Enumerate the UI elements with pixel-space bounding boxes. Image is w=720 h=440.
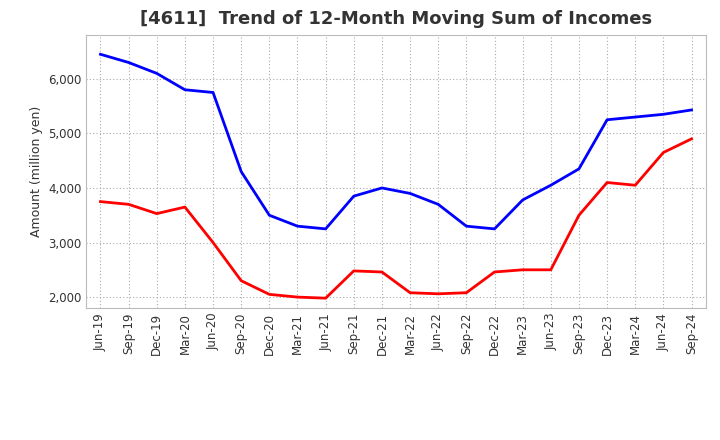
Ordinary Income	[96, 51, 105, 57]
Title: [4611]  Trend of 12-Month Moving Sum of Incomes: [4611] Trend of 12-Month Moving Sum of I…	[140, 10, 652, 28]
Net Income	[377, 269, 386, 275]
Net Income	[434, 291, 443, 297]
Net Income	[293, 294, 302, 300]
Ordinary Income	[265, 213, 274, 218]
Ordinary Income	[237, 169, 246, 174]
Net Income	[209, 240, 217, 245]
Ordinary Income	[546, 183, 555, 188]
Net Income	[518, 267, 527, 272]
Net Income	[406, 290, 415, 295]
Net Income	[153, 211, 161, 216]
Ordinary Income	[181, 87, 189, 92]
Y-axis label: Amount (million yen): Amount (million yen)	[30, 106, 42, 237]
Net Income	[687, 136, 696, 142]
Net Income	[349, 268, 358, 274]
Ordinary Income	[209, 90, 217, 95]
Ordinary Income	[349, 194, 358, 199]
Net Income	[125, 202, 133, 207]
Ordinary Income	[153, 71, 161, 76]
Net Income	[575, 213, 583, 218]
Ordinary Income	[687, 107, 696, 113]
Net Income	[603, 180, 611, 185]
Ordinary Income	[377, 185, 386, 191]
Ordinary Income	[434, 202, 443, 207]
Net Income	[659, 150, 667, 155]
Net Income	[96, 199, 105, 204]
Ordinary Income	[462, 224, 471, 229]
Ordinary Income	[293, 224, 302, 229]
Ordinary Income	[575, 166, 583, 172]
Net Income	[462, 290, 471, 295]
Net Income	[546, 267, 555, 272]
Line: Net Income: Net Income	[101, 139, 691, 298]
Net Income	[631, 183, 639, 188]
Ordinary Income	[406, 191, 415, 196]
Net Income	[490, 269, 499, 275]
Ordinary Income	[321, 226, 330, 231]
Net Income	[321, 296, 330, 301]
Ordinary Income	[490, 226, 499, 231]
Ordinary Income	[125, 60, 133, 65]
Ordinary Income	[659, 112, 667, 117]
Net Income	[237, 278, 246, 283]
Ordinary Income	[631, 114, 639, 120]
Line: Ordinary Income: Ordinary Income	[101, 54, 691, 229]
Net Income	[181, 205, 189, 210]
Ordinary Income	[603, 117, 611, 122]
Ordinary Income	[518, 197, 527, 202]
Net Income	[265, 292, 274, 297]
